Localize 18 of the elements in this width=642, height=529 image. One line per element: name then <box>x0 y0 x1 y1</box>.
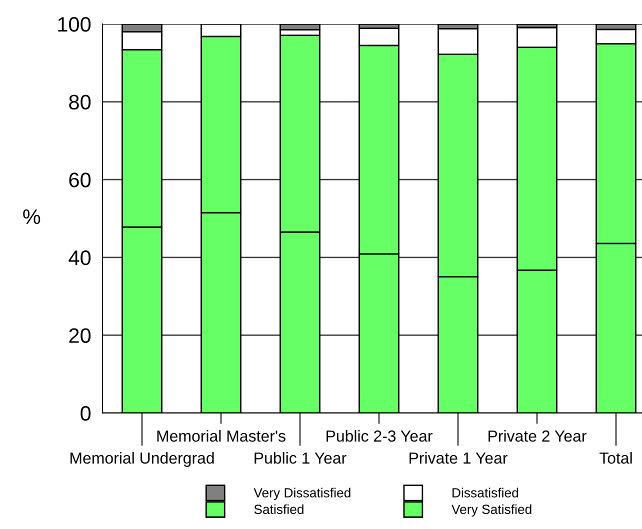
y-tick-label: 80 <box>69 94 91 110</box>
y-tick-label: 0 <box>80 406 91 421</box>
x-tick-label: Memorial Master's <box>157 430 286 442</box>
x-tick-label: Memorial Undergrad <box>70 452 214 467</box>
x-tick-label: Public 2-3 Year <box>326 430 432 442</box>
y-tick-label: 40 <box>68 250 91 266</box>
x-tick-label: Private 2 Year <box>488 430 586 442</box>
legend-label: Very Satisfied <box>452 504 532 517</box>
y-tick-label: 60 <box>69 172 91 188</box>
legend-label: Dissatisfied <box>452 488 518 498</box>
y-axis-title: % <box>23 209 40 224</box>
x-tick-label: Total <box>599 452 632 464</box>
y-tick-label: 20 <box>69 328 91 343</box>
legend-label: Satisfied <box>254 504 304 514</box>
x-tick-label: Public 1 Year <box>254 452 346 464</box>
y-tick-label: 100 <box>58 17 91 32</box>
x-tick-label: Private 1 Year <box>410 452 508 464</box>
legend-label: Very Dissatisfied <box>254 488 350 500</box>
